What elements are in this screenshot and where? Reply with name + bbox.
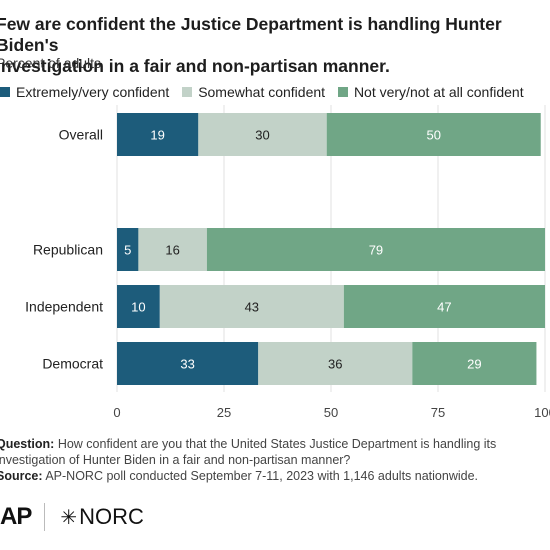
norc-logo: ✳ NORC bbox=[60, 504, 144, 530]
chart-subtitle: Percent of adults bbox=[0, 55, 102, 71]
x-tick-label: 75 bbox=[431, 405, 445, 420]
bar-segment-somewhat bbox=[258, 342, 413, 385]
data-label: 36 bbox=[328, 357, 342, 372]
data-label: 43 bbox=[245, 300, 259, 315]
legend-item-extremely-very: Extremely/very confident bbox=[0, 84, 169, 100]
data-label: 10 bbox=[131, 300, 145, 315]
legend-swatch-somewhat bbox=[182, 87, 193, 97]
question-note: Question: How confident are you that the… bbox=[0, 436, 550, 468]
data-label: 29 bbox=[467, 357, 481, 372]
norc-star-icon: ✳ bbox=[60, 506, 78, 529]
category-label: Overall bbox=[59, 127, 103, 143]
stacked-bar-chart: 0 25 50 75 100 Overall 19 30 50 Republican 5 16 79 In… bbox=[25, 105, 550, 420]
norc-logo-text: NORC bbox=[79, 504, 144, 529]
source-text: AP-NORC poll conducted September 7-11, 2… bbox=[45, 469, 479, 483]
data-label: 79 bbox=[369, 243, 383, 258]
bar-segment-somewhat bbox=[138, 228, 207, 271]
legend-item-not-very: Not very/not at all confident bbox=[337, 84, 524, 100]
legend-swatch-not-very bbox=[337, 87, 348, 97]
legend-swatch-extremely-very bbox=[0, 87, 10, 97]
ap-logo: AP bbox=[0, 503, 32, 530]
bar-segment-not-very bbox=[326, 113, 541, 156]
chart-footer: Question: How confident are you that the… bbox=[0, 436, 550, 484]
logo-divider bbox=[44, 503, 46, 531]
bar-segment-not-very bbox=[412, 342, 537, 385]
category-label: Republican bbox=[33, 242, 103, 258]
legend-item-somewhat: Somewhat confident bbox=[182, 84, 325, 100]
x-tick-label: 100 bbox=[534, 405, 550, 420]
question-label: Question: bbox=[0, 437, 55, 451]
data-label: 30 bbox=[255, 128, 269, 143]
chart-title: Few are confident the Justice Department… bbox=[0, 14, 502, 76]
category-label: Democrat bbox=[42, 356, 103, 372]
bar-segment-not-very bbox=[343, 285, 545, 328]
source-note: Source: AP-NORC poll conducted September… bbox=[0, 468, 550, 484]
x-tick-label: 25 bbox=[217, 405, 231, 420]
legend-label-not-very: Not very/not at all confident bbox=[353, 84, 524, 100]
legend: Extremely/very confident Somewhat confid… bbox=[0, 84, 533, 100]
bar-segment-extremely-very bbox=[117, 113, 199, 156]
x-tick-label: 50 bbox=[324, 405, 338, 420]
data-label: 19 bbox=[150, 128, 164, 143]
question-text: How confident are you that the United St… bbox=[0, 437, 497, 467]
category-label: Independent bbox=[25, 299, 103, 315]
data-label: 50 bbox=[426, 128, 440, 143]
bar-segment-somewhat bbox=[198, 113, 327, 156]
bar-segment-somewhat bbox=[159, 285, 344, 328]
data-label: 47 bbox=[437, 300, 451, 315]
x-tick-label: 0 bbox=[113, 405, 120, 420]
bar-segment-not-very bbox=[206, 228, 545, 271]
bar-segment-extremely-very bbox=[117, 285, 160, 328]
legend-label-extremely-very: Extremely/very confident bbox=[16, 84, 170, 100]
data-label: 33 bbox=[180, 357, 194, 372]
legend-label-somewhat: Somewhat confident bbox=[198, 84, 326, 100]
bar-segment-extremely-very bbox=[117, 228, 139, 271]
logos: AP ✳ NORC bbox=[0, 502, 144, 532]
data-label: 16 bbox=[165, 243, 179, 258]
source-label: Source: bbox=[0, 469, 43, 483]
data-label: 5 bbox=[124, 243, 131, 258]
bar-segment-extremely-very bbox=[117, 342, 259, 385]
